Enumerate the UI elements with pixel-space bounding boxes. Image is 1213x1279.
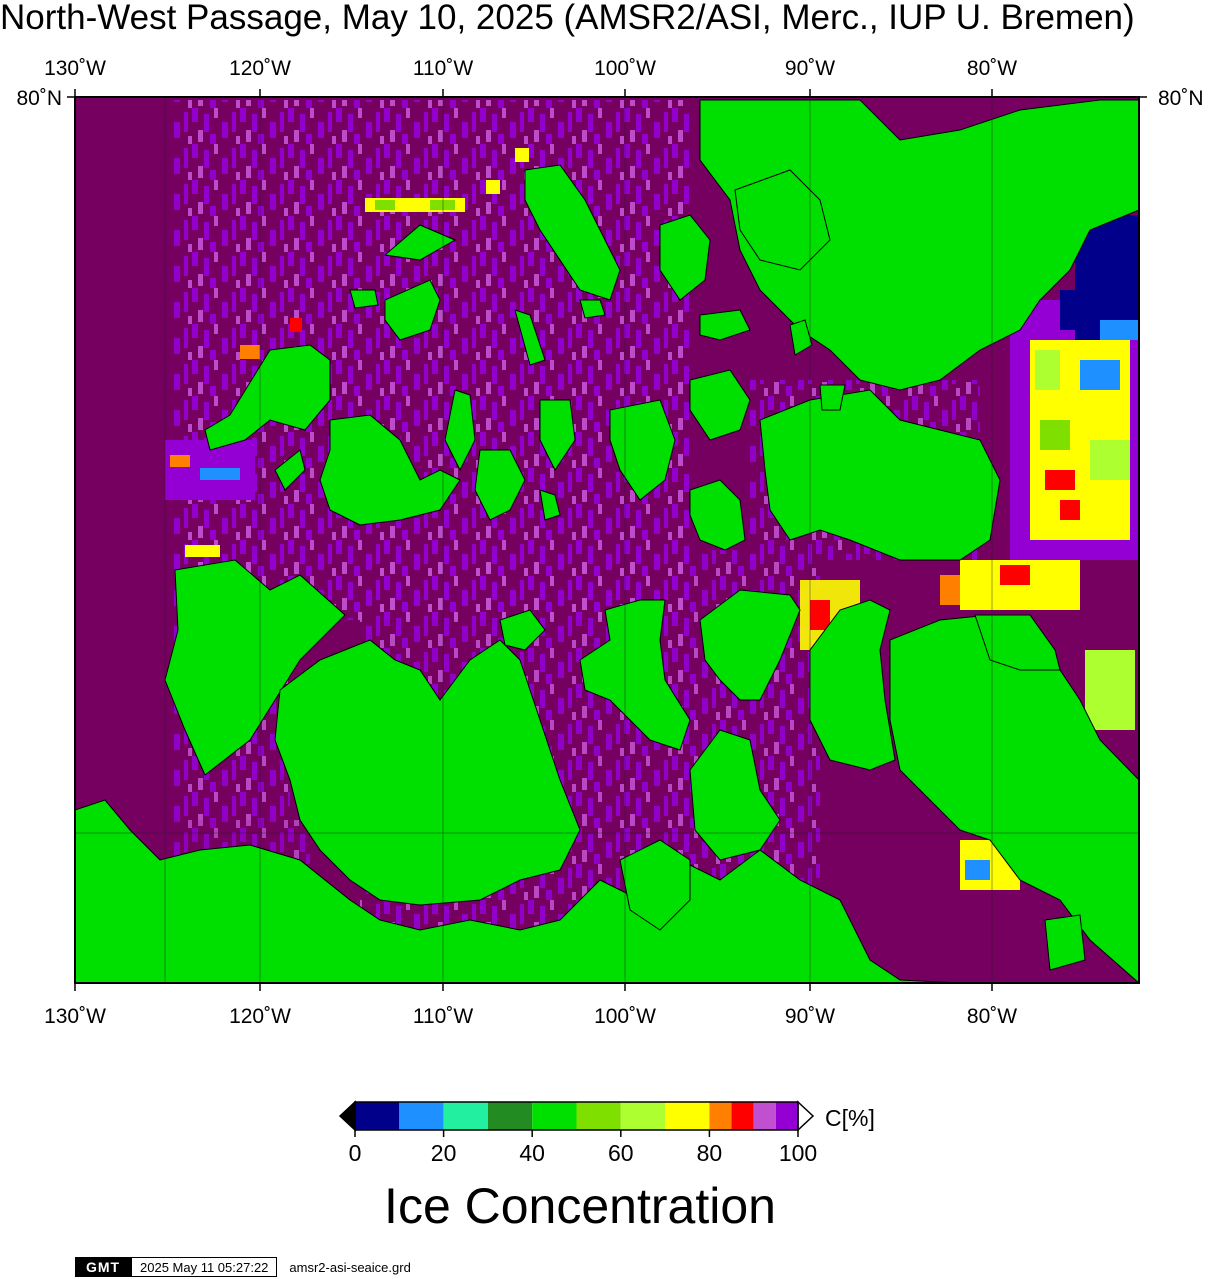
colorbar-ticks: 0 20 40 60 80 100 [349, 1130, 817, 1166]
land-griffith [539, 489, 561, 521]
colorbar-cell [665, 1102, 710, 1130]
land-stefansson [499, 609, 546, 651]
graticule [75, 97, 1139, 983]
colorbar-tick-label: 0 [349, 1140, 362, 1166]
colorbar-cell [532, 1102, 577, 1130]
colorbar-tick-label: 60 [608, 1140, 634, 1166]
lon-label-top: 110˚W [413, 57, 473, 80]
land-north-kent [789, 319, 813, 356]
colorbar-cell [731, 1102, 754, 1130]
colorbar-cells [355, 1102, 798, 1130]
land-bathurst-island [539, 399, 576, 471]
land-masses [75, 99, 1139, 983]
colorbar-tick-label: 100 [779, 1140, 817, 1166]
colorbar-cell [355, 1102, 400, 1130]
lon-label-top: 90˚W [785, 57, 835, 80]
footer: GMT 2025 May 11 05:27:22 amsr2-asi-seaic… [75, 1256, 411, 1278]
colorbar-above-triangle [797, 1100, 815, 1132]
land-borden-island [383, 224, 457, 261]
lon-label-top: 80˚W [967, 57, 1017, 80]
colorbar-cell [399, 1102, 444, 1130]
land-prince-of-wales [579, 599, 691, 751]
land-mainland-south [75, 799, 961, 983]
map-title: North-West Passage, May 10, 2025 (AMSR2/… [0, 0, 1135, 37]
land-melville-island [204, 344, 331, 451]
colorbar-cell [576, 1102, 621, 1130]
land-amund-ringnes [659, 214, 711, 301]
colorbar-tick-label: 20 [431, 1140, 457, 1166]
land-boothia [689, 729, 781, 861]
lon-label-bottom: 120˚W [229, 1005, 291, 1028]
lon-label-bottom: 80˚W [967, 1005, 1017, 1028]
top-tick-marks [67, 89, 1147, 98]
lon-label-bottom: 110˚W [413, 1005, 473, 1028]
colorbar-cell [753, 1102, 776, 1130]
lon-label-bottom: 100˚W [594, 1005, 656, 1028]
land-melville-east [319, 414, 461, 526]
bottom-lon-labels: 130˚W 120˚W 110˚W 100˚W 90˚W 80˚W [44, 1005, 1017, 1028]
land-king-william [619, 839, 691, 931]
land-prince-leopold [689, 479, 746, 551]
land-byam-martin [444, 389, 476, 472]
land-southampton [1044, 914, 1086, 971]
land-eglinton [274, 449, 306, 491]
land-cornwallis-island [609, 399, 676, 501]
lon-label-bottom: 90˚W [785, 1005, 835, 1028]
colorbar-tick-label: 40 [519, 1140, 545, 1166]
land-melville-peninsula [809, 599, 896, 771]
lat-label-right: 80˚N [1158, 87, 1204, 110]
land-dundas [819, 384, 846, 411]
land-lougheed-island [349, 289, 379, 309]
bottom-tick-marks [74, 983, 993, 991]
colorbar-cell [709, 1102, 732, 1130]
colorbar-unit-label: C[%] [825, 1105, 875, 1131]
land-devon-west [689, 369, 751, 441]
top-lon-labels: 130˚W 120˚W 110˚W 100˚W 90˚W 80˚W [44, 57, 1017, 80]
land-devon-island [759, 389, 1001, 561]
colorbar-cell [487, 1102, 533, 1130]
land-axel-heiberg [734, 169, 831, 271]
ice-noise-region-north [170, 100, 690, 620]
colorbar-title: Ice Concentration [384, 1178, 776, 1234]
colorbar-tick-label: 80 [697, 1140, 723, 1166]
colorbar-below-triangle [338, 1100, 356, 1132]
lon-label-top: 130˚W [44, 57, 106, 80]
land-somerset-island [699, 589, 801, 701]
lat-label-left: 80˚N [16, 87, 62, 110]
gmt-logo: GMT [75, 1257, 131, 1277]
land-ellef-ringnes [524, 164, 621, 301]
land-cornwall-island [699, 309, 751, 341]
land-russell-island [474, 449, 526, 521]
timestamp: 2025 May 11 05:27:22 [131, 1257, 278, 1277]
colorbar-cell [620, 1102, 666, 1130]
land-small-island-1 [514, 309, 546, 366]
colorbar-cell [443, 1102, 488, 1130]
map-frame [74, 96, 1140, 984]
colorbar-border [354, 1101, 799, 1131]
colorbar-cell [775, 1102, 798, 1130]
colorbar: 0 20 40 60 80 100 C[%] [338, 1100, 875, 1166]
land-coats [974, 614, 1061, 671]
lon-label-bottom: 130˚W [44, 1005, 106, 1028]
lon-label-top: 100˚W [594, 57, 656, 80]
baffin-bay-open-water [940, 215, 1139, 610]
land-prince-patrick [384, 279, 441, 341]
land-small-island-2 [579, 299, 606, 319]
map-area [75, 97, 1139, 983]
land-victoria-island [274, 639, 581, 906]
lon-label-top: 120˚W [229, 57, 291, 80]
grid-filename: amsr2-asi-seaice.grd [289, 1259, 411, 1275]
